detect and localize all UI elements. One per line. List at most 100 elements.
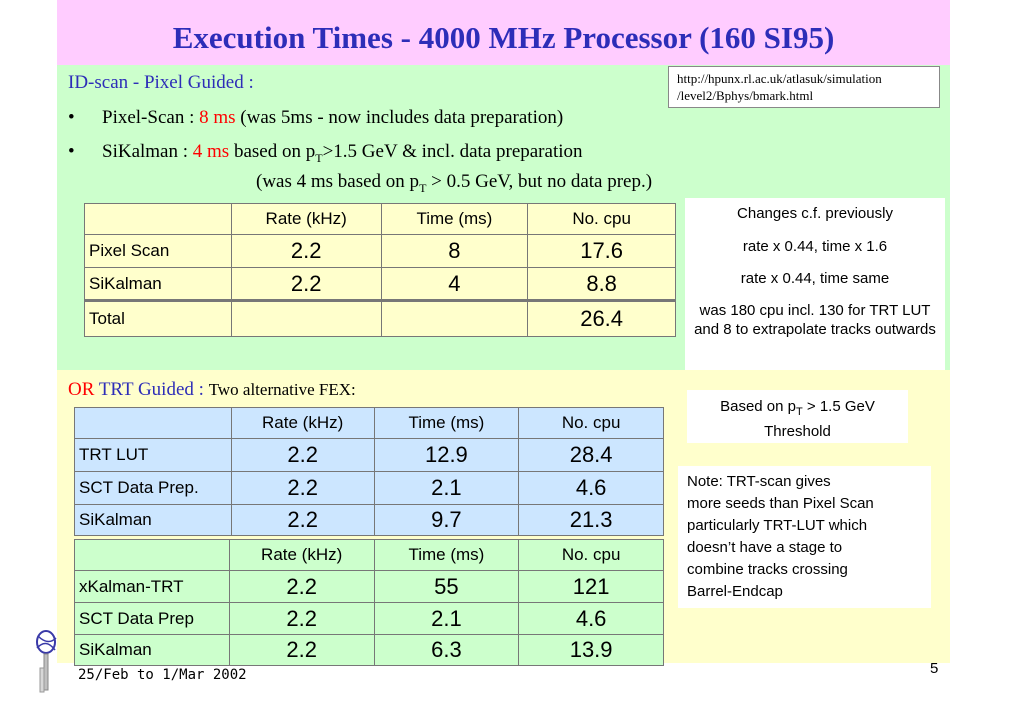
pixel-scan-label: Pixel-Scan :	[102, 107, 200, 128]
note-threshold: Based on pT > 1.5 GeV Threshold	[687, 390, 908, 443]
cell-value: 4	[380, 267, 529, 301]
cell-value: 13.9	[518, 634, 664, 666]
cell-value: 121	[518, 570, 664, 603]
table-trt-lut: Rate (kHz) Time (ms) No. cpu TRT LUT 2.2…	[74, 407, 664, 536]
cell-value: 2.2	[230, 471, 375, 505]
section2-heading: OR TRT Guided : Two alternative FEX:	[68, 379, 356, 401]
sikalman-time: 4 ms	[192, 141, 230, 162]
note-changes: Changes c.f. previously rate x 0.44, tim…	[685, 198, 945, 370]
row-label: SiKalman	[84, 267, 232, 301]
cell-value: 4.6	[518, 602, 664, 635]
table-header-row: Rate (kHz) Time (ms) No. cpu	[84, 203, 676, 235]
header-cell	[84, 203, 232, 235]
pt-subscript: T	[796, 406, 803, 418]
table-row: SiKalman 2.2 9.7 21.3	[74, 504, 664, 536]
table-xkalman: Rate (kHz) Time (ms) No. cpu xKalman-TRT…	[74, 539, 664, 666]
header-cell: Time (ms)	[373, 407, 520, 439]
cell-value: 8.8	[527, 267, 676, 301]
url-box: http://hpunx.rl.ac.uk/atlasuk/simulation…	[668, 66, 940, 108]
note-line: Barrel-Endcap	[687, 583, 783, 600]
note-line: rate x 0.44, time x 1.6	[742, 238, 888, 255]
cell-value	[380, 299, 529, 337]
note-line: combine tracks crossing	[687, 561, 848, 578]
cell-value: 17.6	[527, 234, 676, 268]
row-label: SiKalman	[74, 504, 232, 536]
table-id-scan: Rate (kHz) Time (ms) No. cpu Pixel Scan …	[84, 203, 676, 337]
cell-value: 8	[380, 234, 529, 268]
cell-value: 2.2	[228, 570, 375, 603]
note-line: doesn’t have a stage to	[687, 539, 843, 556]
note-line: particularly TRT-LUT which	[687, 517, 868, 534]
cell-value: 12.9	[373, 438, 520, 472]
row-label: Pixel Scan	[84, 234, 232, 268]
section1-heading: ID-scan - Pixel Guided :	[68, 72, 254, 93]
table-header-row: Rate (kHz) Time (ms) No. cpu	[74, 407, 664, 439]
header-cell	[74, 539, 230, 571]
bullet-dot: •	[68, 141, 75, 162]
sikalman-label: SiKalman :	[102, 141, 193, 162]
row-label: TRT LUT	[74, 438, 232, 472]
row-label: SCT Data Prep.	[74, 471, 232, 505]
table-header-row: Rate (kHz) Time (ms) No. cpu	[74, 539, 664, 571]
pt-subscript: T	[419, 180, 427, 195]
cell-value: 21.3	[518, 504, 664, 536]
note-line: Changes c.f. previously	[737, 205, 893, 222]
trt-guided-label: TRT Guided :	[94, 379, 209, 400]
cell-value: 28.4	[518, 438, 664, 472]
table-row: SiKalman 2.2 4 8.8	[84, 267, 676, 301]
pixel-scan-note: (was 5ms - now includes data preparation…	[235, 107, 564, 128]
note-line: rate x 0.44, time same	[740, 270, 890, 287]
header-cell: Rate (kHz)	[230, 407, 375, 439]
pt-subscript: T	[315, 150, 323, 165]
bullet-sikalman-continued: (was 4 ms based on pT > 0.5 GeV, but no …	[256, 171, 652, 196]
bullet-sikalman: • SiKalman : 4 ms based on pT>1.5 GeV & …	[68, 141, 583, 165]
footer-date: 25/Feb to 1/Mar 2002	[78, 667, 247, 683]
cont-prefix: (was 4 ms based on p	[256, 171, 420, 192]
slide-title: Execution Times - 4000 MHz Processor (16…	[172, 20, 835, 55]
page-number: 5	[930, 660, 939, 677]
sikalman-note: >1.5 GeV & incl. data preparation	[322, 141, 583, 162]
table-row: xKalman-TRT 2.2 55 121	[74, 570, 664, 603]
note-line: Note: TRT-scan gives	[687, 473, 831, 490]
header-cell: No. cpu	[518, 539, 664, 571]
cell-value	[230, 299, 382, 337]
bullet-pixel-scan-text: Pixel-Scan : 8 ms (was 5ms - now include…	[102, 107, 563, 129]
table-row: Pixel Scan 2.2 8 17.6	[84, 234, 676, 268]
header-cell: No. cpu	[518, 407, 664, 439]
note-trt-scan: Note: TRT-scan gives more seeds than Pix…	[678, 466, 931, 608]
header-cell	[74, 407, 232, 439]
cell-value: 2.2	[228, 634, 375, 666]
table-row: SCT Data Prep. 2.2 2.1 4.6	[74, 471, 664, 505]
cell-value: 9.7	[373, 504, 520, 536]
note2-suffix: > 1.5 GeV Threshold	[764, 398, 875, 440]
header-cell: Time (ms)	[373, 539, 520, 571]
cell-value: 2.1	[373, 602, 520, 635]
url-line-1: http://hpunx.rl.ac.uk/atlasuk/simulation	[677, 71, 882, 86]
atlas-logo-icon	[36, 630, 57, 693]
cell-value: 2.2	[230, 504, 375, 536]
table-row: SiKalman 2.2 6.3 13.9	[74, 634, 664, 666]
table-row-total: Total 26.4	[84, 299, 676, 337]
title-band	[57, 0, 950, 65]
header-cell: Time (ms)	[380, 203, 529, 235]
cell-value: 2.1	[373, 471, 520, 505]
header-cell: Rate (kHz)	[228, 539, 375, 571]
note2-prefix: Based on p	[720, 398, 797, 415]
bullet-pixel-scan: • Pixel-Scan : 8 ms (was 5ms - now inclu…	[68, 107, 563, 129]
row-label: Total	[84, 299, 232, 337]
cell-value: 2.2	[230, 234, 382, 268]
bullet-sikalman-text: SiKalman : 4 ms based on pT>1.5 GeV & in…	[102, 141, 583, 166]
sikalman-mid: based on p	[229, 141, 316, 162]
alt-fex-label: Two alternative FEX:	[208, 380, 356, 399]
header-cell: Rate (kHz)	[230, 203, 382, 235]
row-label: xKalman-TRT	[74, 570, 230, 603]
cell-value: 55	[373, 570, 520, 603]
or-label: OR	[68, 379, 95, 400]
cell-value: 2.2	[230, 438, 375, 472]
cell-value: 6.3	[373, 634, 520, 666]
bullet-dot: •	[68, 107, 75, 128]
cell-value: 2.2	[230, 267, 382, 301]
cell-value: 26.4	[527, 299, 676, 337]
pixel-scan-time: 8 ms	[199, 107, 236, 128]
note-line: more seeds than Pixel Scan	[687, 495, 874, 512]
